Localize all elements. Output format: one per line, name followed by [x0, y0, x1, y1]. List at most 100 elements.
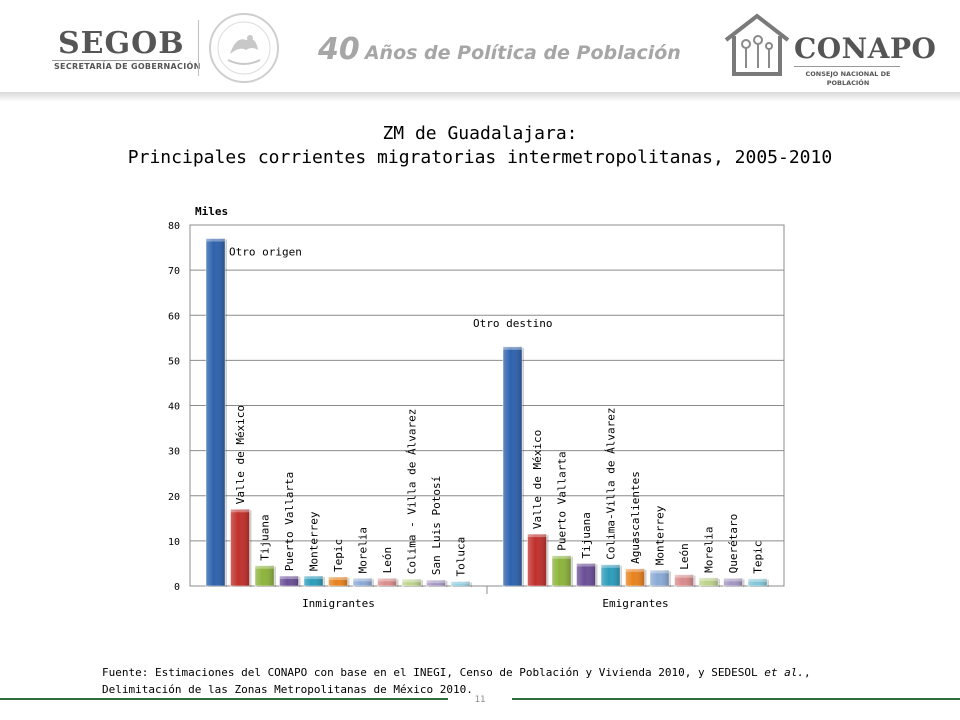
source-italic: et al. [764, 666, 805, 679]
y-tick-label: 70 [168, 266, 180, 277]
bar-top-highlight [255, 565, 274, 569]
chart-title-line1: ZM de Guadalajara: [382, 123, 578, 144]
bar-sheen [576, 563, 596, 586]
y-tick-label: 80 [168, 221, 180, 232]
bar-top-highlight [279, 576, 299, 580]
bar-sheen [426, 580, 446, 586]
bar-top-highlight [304, 576, 323, 580]
bar-data-label: León [678, 543, 691, 570]
bar-top-highlight [748, 578, 767, 582]
bar-sheen [601, 564, 620, 586]
bar-top-highlight [527, 534, 547, 538]
bar-top-highlight [576, 563, 596, 567]
bar-sheen [503, 346, 522, 586]
bar-sheen [723, 578, 743, 586]
bar-sheen [625, 568, 645, 586]
segob-divider [52, 60, 180, 61]
bar-sheen [255, 565, 274, 586]
x-category-label: Inmigrantes [302, 597, 375, 610]
y-tick-label: 40 [168, 402, 180, 413]
bar-top-highlight [451, 581, 470, 585]
y-tick-label: 50 [168, 356, 180, 367]
header-separator [198, 20, 199, 76]
bar-data-label: San Luis Potosí [430, 476, 443, 575]
header-shadow [0, 92, 960, 102]
mexican-seal-icon [209, 13, 279, 83]
segob-subtitle: SECRETARÍA DE GOBERNACIÓN [54, 62, 201, 71]
bar-sheen [402, 579, 421, 586]
page-number: 11 [474, 695, 486, 705]
conapo-house-icon [724, 13, 790, 76]
tagline-number: 40 [318, 32, 360, 67]
bar-top-highlight [723, 578, 743, 582]
bar-data-label: Toluca [455, 537, 468, 577]
bar-data-label: Valle de México [531, 430, 544, 529]
bar-sheen [377, 578, 397, 586]
bar-data-label: Otro origen [229, 246, 302, 259]
conapo-divider [794, 66, 900, 67]
bar-top-highlight [402, 579, 421, 583]
bar-data-label: Tijuana [259, 514, 272, 560]
bar-top-highlight [230, 509, 250, 513]
x-category-label: Emigrantes [602, 597, 668, 610]
y-axis-label: Miles [195, 205, 228, 218]
bar-data-label: Puerto Vallarta [283, 472, 296, 571]
bar-sheen [230, 509, 250, 586]
bar-top-highlight [552, 555, 571, 559]
bar-top-highlight [601, 564, 620, 568]
bar-data-label: Puerto Vallarta [556, 451, 569, 550]
bar-data-label: Morelia [357, 527, 370, 573]
bar-data-label: Colima-Villa de Álvarez [605, 407, 618, 559]
bar-data-label: Tepic [752, 541, 765, 574]
y-tick-label: 10 [168, 537, 180, 548]
bar-data-label: Valle de México [234, 405, 247, 504]
bar-sheen [552, 555, 571, 586]
bar-top-highlight [426, 580, 446, 584]
segob-logo: SEGOB [58, 26, 185, 61]
bar-data-label: Monterrey [654, 505, 667, 565]
bar-sheen [650, 570, 669, 586]
page-header: SEGOB SECRETARÍA DE GOBERNACIÓN 40 Años … [0, 0, 960, 100]
conapo-logo: CONAPO [794, 32, 937, 65]
bar-top-highlight [625, 568, 645, 572]
bar-sheen [699, 577, 718, 586]
bar-top-highlight [674, 574, 694, 578]
bar-data-label: Otro destino [473, 317, 552, 330]
bar-data-label: Tepic [332, 539, 345, 572]
y-tick-label: 30 [168, 447, 180, 458]
source-note: Fuente: Estimaciones del CONAPO con base… [102, 664, 862, 698]
bar-data-label: Querétaro [727, 514, 740, 574]
bar-data-label: Tijuana [580, 512, 593, 558]
header-tagline: 40 Años de Política de Población [318, 32, 681, 67]
bar-top-highlight [353, 578, 372, 582]
bar-sheen [451, 581, 470, 586]
tagline-text: Años de Política de Población [364, 42, 681, 64]
bar-top-highlight [377, 578, 397, 582]
source-prefix: Fuente: Estimaciones del CONAPO con base… [102, 666, 765, 679]
bar-sheen [674, 574, 694, 586]
bar-sheen [328, 576, 348, 586]
bar-sheen [353, 578, 372, 586]
bar-data-label: Monterrey [308, 511, 321, 571]
source-suffix: , Delimitación de las Zonas Metropolitan… [102, 666, 811, 696]
footer-rule-right [512, 698, 960, 700]
bar-sheen [527, 534, 547, 586]
bar-top-highlight [699, 577, 718, 581]
y-tick-label: 20 [168, 492, 180, 503]
bar-top-highlight [328, 576, 348, 580]
bar-data-label: Aguascalientes [629, 471, 642, 564]
chart-title: ZM de Guadalajara: Principales corriente… [60, 122, 900, 170]
bar-top-highlight [650, 570, 669, 574]
bar-sheen [206, 238, 225, 586]
bar-sheen [748, 578, 767, 586]
bar-sheen [279, 576, 299, 586]
bar-data-label: Morelia [703, 527, 716, 573]
y-tick-label: 60 [168, 311, 180, 322]
bar-top-highlight [206, 238, 225, 242]
bar-data-label: León [381, 547, 394, 574]
conapo-subtitle: CONSEJO NACIONAL DE POBLACIÓN [805, 70, 891, 87]
chart-title-line2: Principales corrientes migratorias inter… [127, 147, 833, 168]
bar-data-label: Colima - Villa de Álvarez [406, 409, 419, 575]
bar-top-highlight [503, 346, 522, 350]
